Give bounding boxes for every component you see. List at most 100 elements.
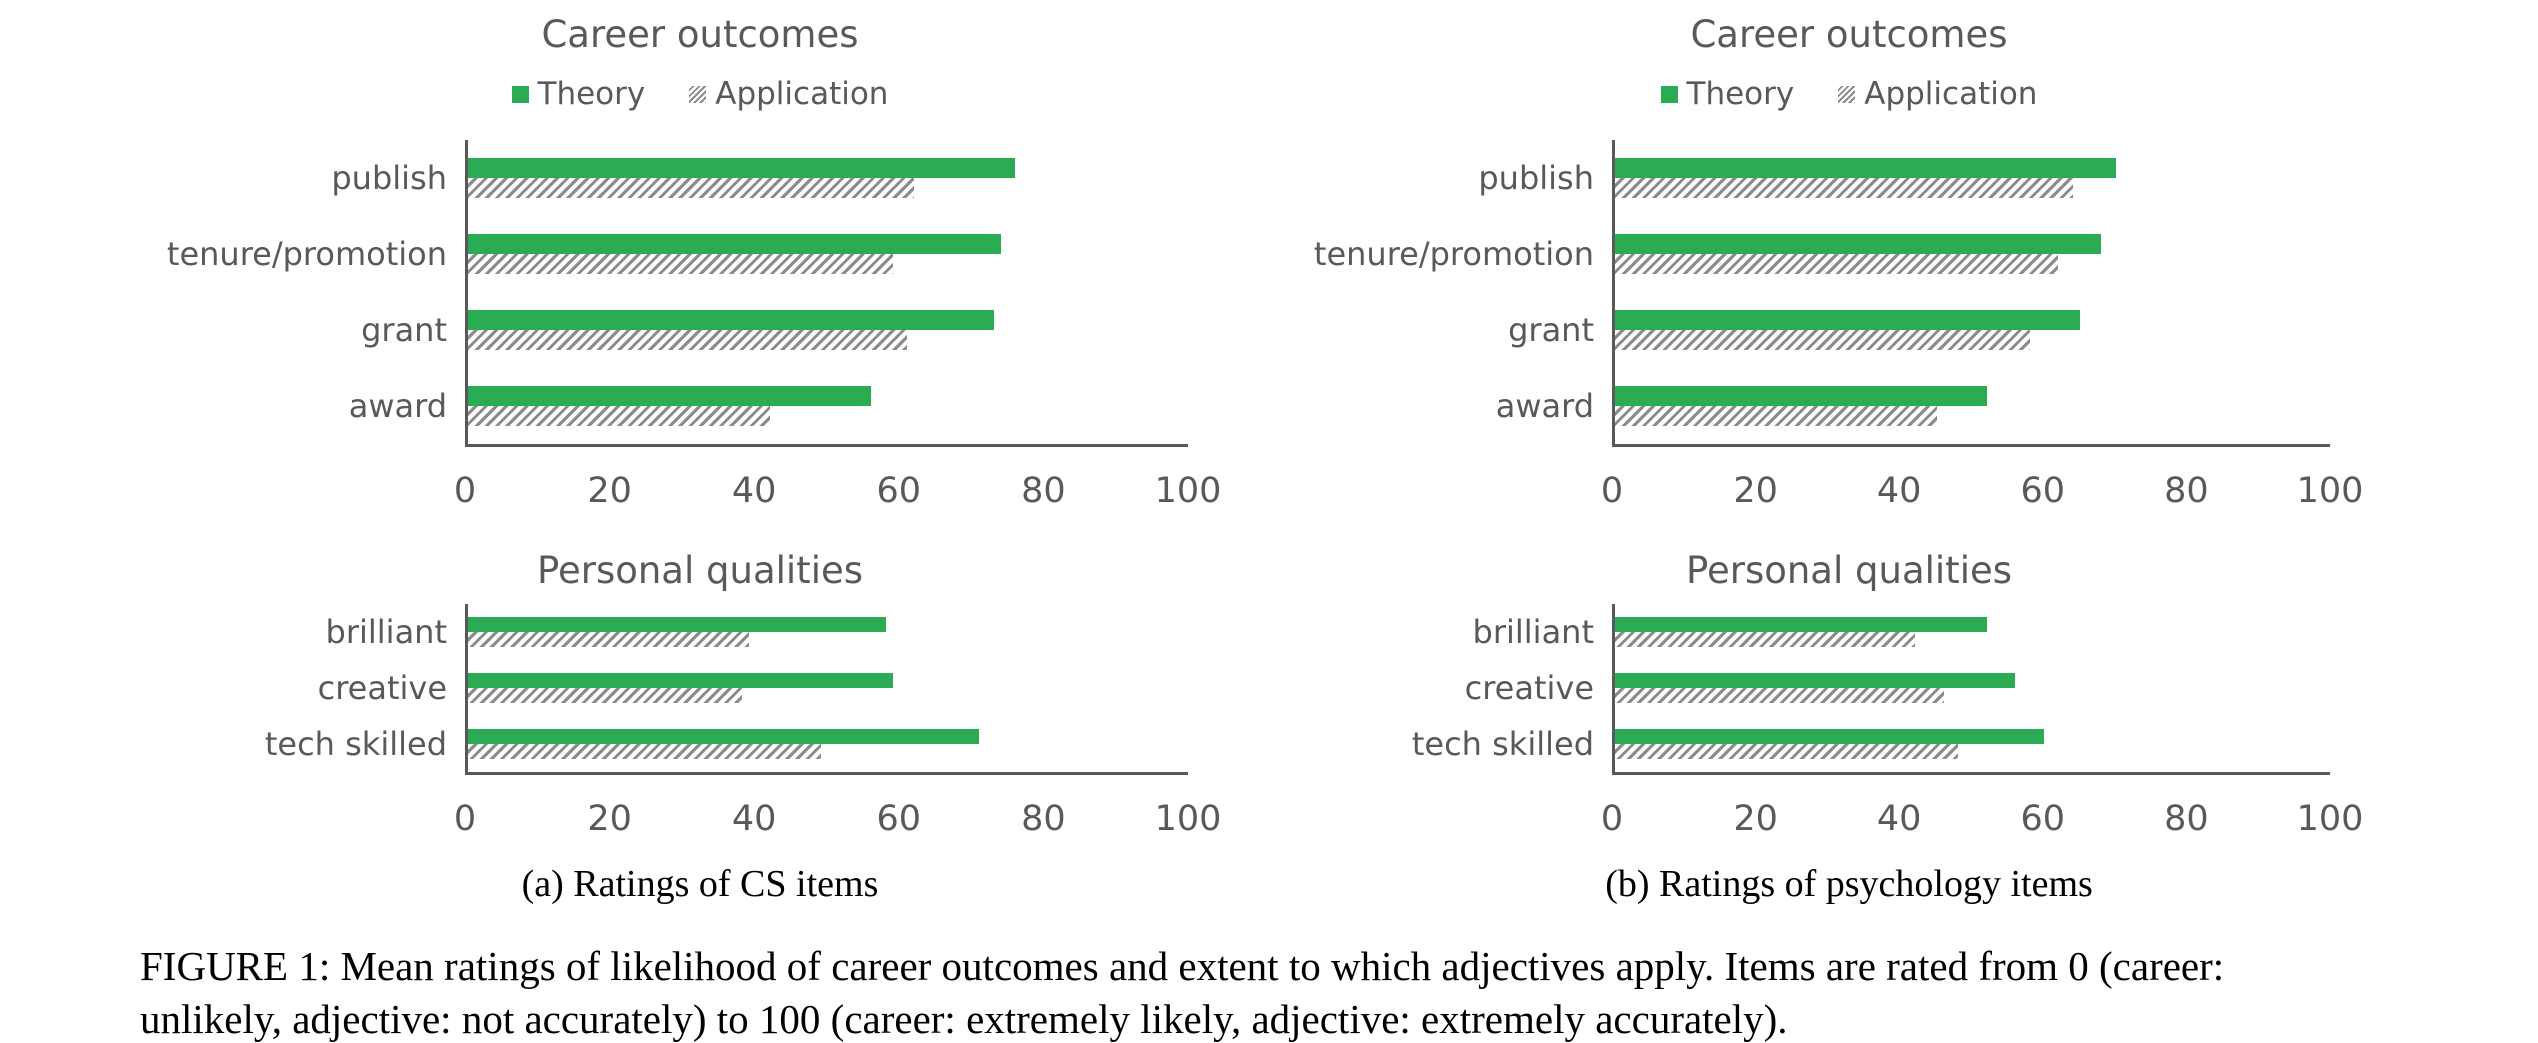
category-label: tech skilled (1411, 725, 1594, 763)
chart-title: Career outcomes (1690, 13, 2008, 56)
plot-wrap: brilliant creative tech skilled (0, 604, 1269, 775)
legend-item-theory: Theory (511, 76, 646, 112)
chart-career-outcomes-cs: Career outcomes Theory Application publis… (0, 0, 1269, 511)
x-tick-label: 40 (731, 471, 777, 511)
theory-bar (468, 673, 893, 688)
plot-wrap: publish tenure/promotion grant award (0, 140, 1269, 447)
bar-pair (1615, 292, 2330, 368)
application-bar (468, 330, 908, 350)
category-axis: brilliant creative tech skilled (0, 604, 465, 775)
plot-area (1612, 604, 2330, 775)
legend-item-application: Application (1838, 76, 2037, 112)
category-label: creative (1464, 669, 1594, 707)
bar-pair (1615, 216, 2330, 292)
bar-pair (468, 604, 1188, 660)
x-axis-ticks: 0 20 40 60 80 100 (1601, 447, 2364, 511)
figure-caption-line-2: unlikely, adjective: not accurately) to … (140, 996, 1788, 1042)
x-tick-label: 40 (731, 799, 777, 839)
category-label: award (348, 387, 447, 425)
category-axis: brilliant creative tech skilled (1269, 604, 1612, 775)
x-tick-label: 0 (1600, 799, 1624, 839)
theory-swatch-icon (511, 85, 529, 103)
application-bar (1615, 632, 1916, 647)
category-label: tenure/promotion (166, 235, 447, 273)
application-bar (1615, 330, 2030, 350)
theory-bar (468, 310, 994, 330)
category-label: grant (1508, 311, 1594, 349)
plot-wrap: publish tenure/promotion grant award (1269, 140, 2538, 447)
application-hatch-swatch-icon (689, 85, 707, 103)
category-label: grant (361, 311, 447, 349)
x-tick-label: 80 (2164, 471, 2209, 511)
chart-legend: Theory Application (170, 76, 1230, 112)
x-axis-ticks: 0 20 40 60 80 100 (454, 775, 1222, 839)
plot-area (1612, 140, 2330, 447)
x-tick-label: 20 (1733, 471, 1778, 511)
x-tick-label: 80 (2164, 799, 2209, 839)
x-tick-label: 0 (453, 471, 477, 511)
category-label: award (1495, 387, 1594, 425)
category-label: creative (317, 669, 447, 707)
theory-bar (1615, 234, 2102, 254)
x-tick-label: 100 (1154, 471, 1222, 511)
category-label: tech skilled (264, 725, 447, 763)
theory-bar (1615, 729, 2044, 744)
category-label: brilliant (1472, 613, 1594, 651)
legend-label: Theory (1686, 76, 1795, 112)
panel-b-caption: (b) Ratings of psychology items (1605, 863, 2093, 905)
x-tick-label: 80 (1021, 471, 1066, 511)
theory-bar (468, 617, 886, 632)
bar-pair (468, 140, 1188, 216)
application-bar (1615, 254, 2059, 274)
application-bar (468, 178, 915, 198)
x-tick-label: 40 (1876, 471, 1922, 511)
category-label: tenure/promotion (1313, 235, 1594, 273)
theory-bar (1615, 673, 2016, 688)
application-hatch-swatch-icon (1838, 85, 1856, 103)
application-bar (468, 632, 749, 647)
bar-pair (468, 660, 1188, 716)
bar-pair (1615, 660, 2330, 716)
x-tick-label: 100 (2296, 471, 2364, 511)
theory-bar (468, 234, 1001, 254)
plot-area (465, 604, 1188, 775)
category-axis: publish tenure/promotion grant award (0, 140, 465, 447)
x-tick-label: 20 (587, 471, 632, 511)
figure-caption-line-1: FIGURE 1: Mean ratings of likelihood of … (140, 943, 2225, 989)
x-tick-label: 60 (876, 799, 922, 839)
theory-bar (1615, 617, 1987, 632)
bar-pair (468, 216, 1188, 292)
x-tick-label: 0 (1600, 471, 1624, 511)
x-tick-label: 20 (587, 799, 632, 839)
figure-caption: FIGURE 1: Mean ratings of likelihood of … (140, 940, 2460, 1043)
application-bar (468, 744, 821, 759)
application-bar (1615, 406, 1937, 426)
application-bar (468, 688, 742, 703)
x-tick-label: 0 (453, 799, 477, 839)
legend-item-theory: Theory (1660, 76, 1795, 112)
category-label: publish (331, 159, 447, 197)
chart-career-outcomes-psychology: Career outcomes Theory Application publis… (1269, 0, 2538, 511)
bar-pair (1615, 604, 2330, 660)
x-tick-label: 100 (2296, 799, 2364, 839)
category-label: publish (1478, 159, 1594, 197)
x-tick-label: 60 (876, 471, 922, 511)
category-axis: publish tenure/promotion grant award (1269, 140, 1612, 447)
panel-a-caption: (a) Ratings of CS items (521, 863, 879, 905)
chart-title: Career outcomes (541, 13, 859, 56)
theory-bar (1615, 386, 1987, 406)
application-bar (1615, 178, 2073, 198)
x-tick-label: 40 (1876, 799, 1922, 839)
bar-pair (468, 368, 1188, 444)
x-axis-ticks: 0 20 40 60 80 100 (1601, 775, 2364, 839)
bar-pair (1615, 368, 2330, 444)
legend-label: Theory (537, 76, 646, 112)
chart-title: Personal qualities (536, 549, 864, 592)
legend-item-application: Application (689, 76, 888, 112)
theory-bar (1615, 158, 2116, 178)
x-tick-label: 60 (2020, 471, 2066, 511)
category-label: brilliant (325, 613, 447, 651)
x-tick-label: 100 (1154, 799, 1222, 839)
x-tick-label: 20 (1733, 799, 1778, 839)
